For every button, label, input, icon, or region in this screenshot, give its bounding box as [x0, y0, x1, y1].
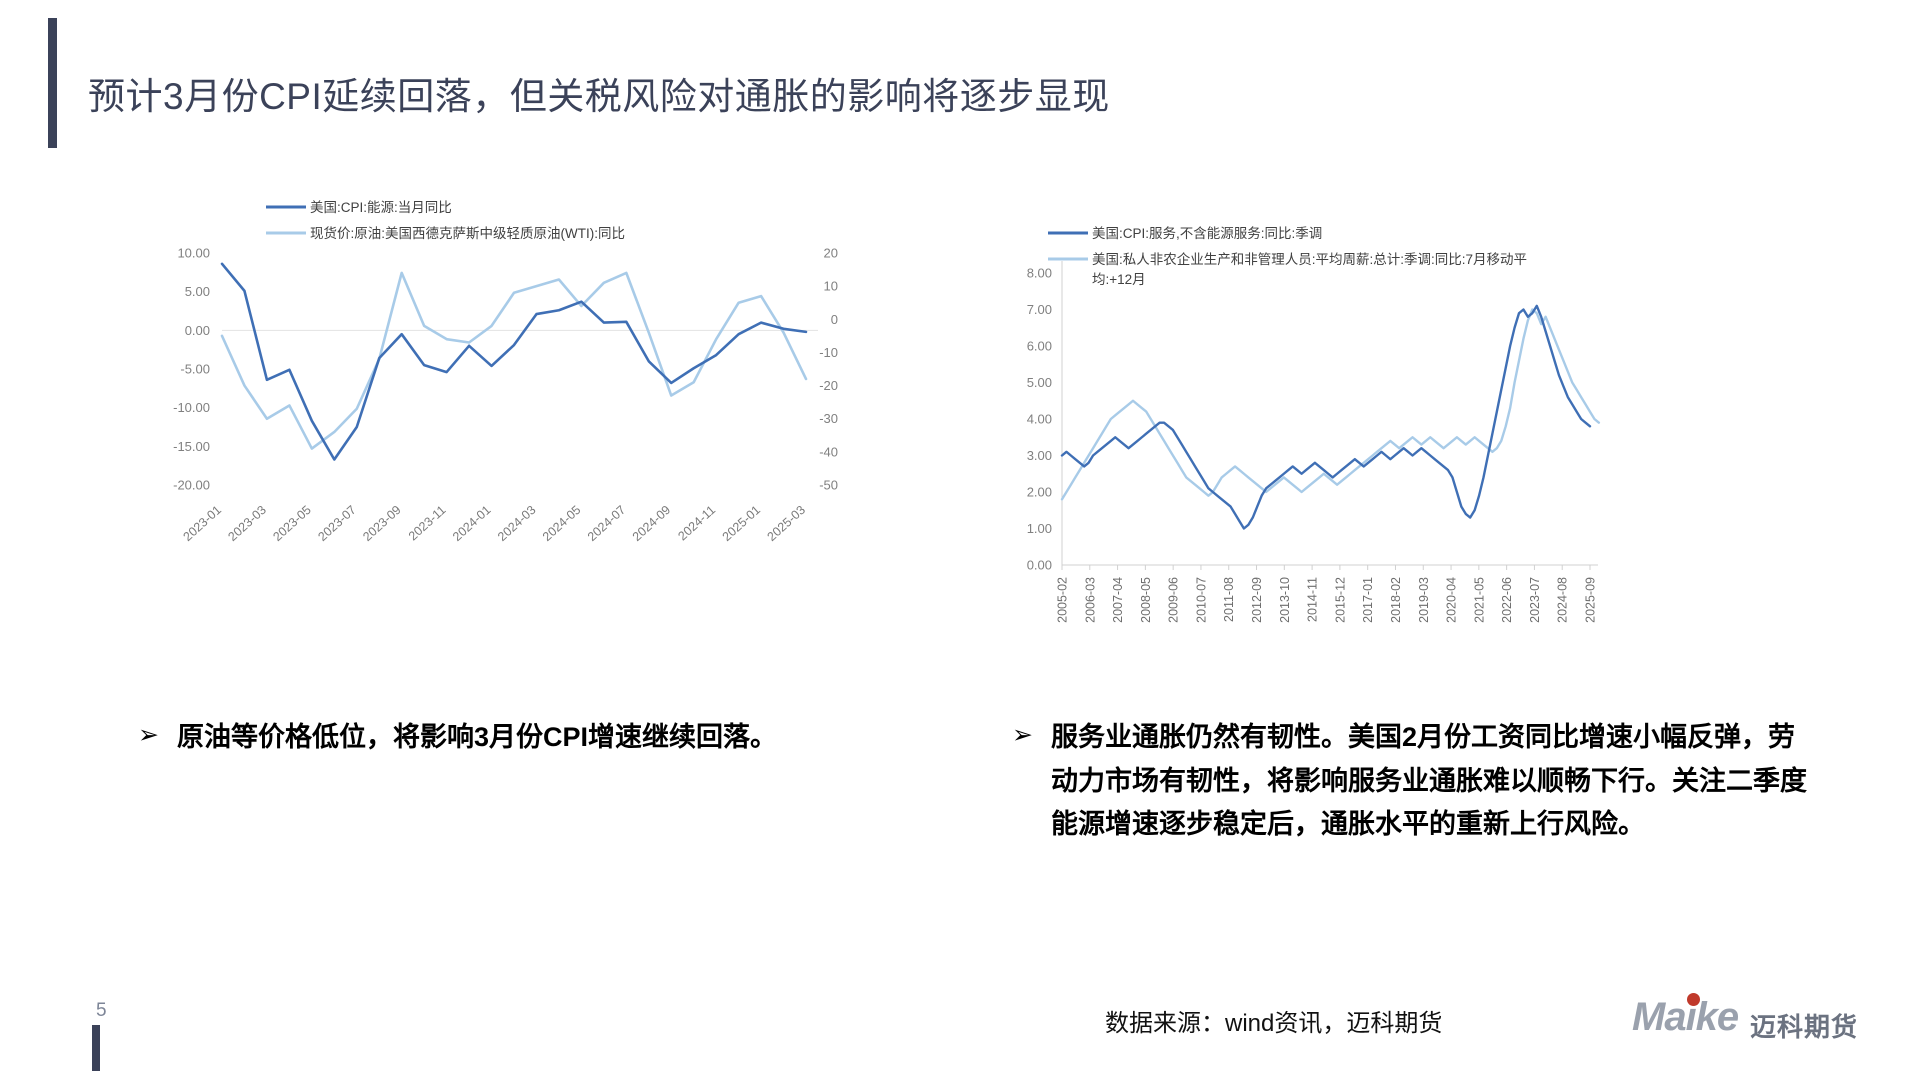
svg-text:20: 20: [824, 246, 838, 261]
svg-text:1.00: 1.00: [1027, 521, 1052, 536]
svg-text:2024-03: 2024-03: [495, 503, 538, 544]
chart-energy-cpi-vs-wti: 美国:CPI:能源:当月同比现货价:原油:美国西德克萨斯中级轻质原油(WTI):…: [130, 185, 890, 665]
bullet-right: ➢ 服务业通胀仍然有韧性。美国2月份工资同比增速小幅反弹，劳动力市场有韧性，将影…: [1012, 716, 1812, 847]
svg-text:7.00: 7.00: [1027, 302, 1052, 317]
svg-text:2014-11: 2014-11: [1306, 577, 1320, 622]
svg-text:8.00: 8.00: [1027, 266, 1052, 281]
svg-text:2017-01: 2017-01: [1361, 577, 1375, 623]
svg-text:2023-01: 2023-01: [181, 503, 224, 544]
svg-text:-5.00: -5.00: [180, 362, 210, 377]
svg-text:2020-04: 2020-04: [1445, 577, 1459, 623]
svg-text:2005-02: 2005-02: [1056, 577, 1070, 623]
page-title: 预计3月份CPI延续回落，但关税风险对通胀的影响将逐步显现: [88, 76, 1110, 117]
svg-text:2019-03: 2019-03: [1417, 577, 1431, 623]
svg-text:2021-05: 2021-05: [1472, 577, 1486, 623]
source-note: 数据来源：wind资讯，迈科期货: [1105, 1010, 1443, 1037]
svg-text:2024-01: 2024-01: [450, 503, 493, 544]
svg-text:-10.00: -10.00: [173, 400, 210, 415]
svg-text:均:+12月: 均:+12月: [1092, 272, 1146, 287]
logo-chinese-text: 迈科期货: [1750, 1012, 1859, 1042]
svg-text:2.00: 2.00: [1027, 485, 1052, 500]
svg-text:6.00: 6.00: [1027, 339, 1052, 354]
svg-text:2024-05: 2024-05: [540, 503, 583, 544]
svg-text:2024-09: 2024-09: [630, 503, 673, 544]
svg-text:2023-11: 2023-11: [406, 503, 449, 544]
title-accent-bar: [48, 18, 57, 148]
svg-text:美国:私人非农企业生产和非管理人员:平均周薪:总计:季调:同: 美国:私人非农企业生产和非管理人员:平均周薪:总计:季调:同比:7月移动平: [1092, 251, 1527, 267]
bullet-right-text: 服务业通胀仍然有韧性。美国2月份工资同比增速小幅反弹，劳动力市场有韧性，将影响服…: [1050, 722, 1807, 840]
svg-text:10.00: 10.00: [177, 246, 210, 261]
company-logo: Maike 迈科期货: [1632, 993, 1860, 1053]
svg-text:-40: -40: [819, 444, 838, 459]
svg-text:5.00: 5.00: [185, 284, 210, 299]
chart-services-cpi-vs-wages: 美国:CPI:服务,不含能源服务:同比:季调美国:私人非农企业生产和非管理人员:…: [1000, 215, 1800, 665]
bullet-marker-icon: ➢: [138, 720, 159, 749]
svg-text:2011-08: 2011-08: [1222, 577, 1236, 622]
svg-text:2025-01: 2025-01: [720, 503, 763, 544]
svg-text:2022-06: 2022-06: [1500, 577, 1514, 623]
svg-text:3.00: 3.00: [1027, 448, 1052, 463]
svg-text:美国:CPI:能源:当月同比: 美国:CPI:能源:当月同比: [310, 200, 452, 215]
svg-text:2025-03: 2025-03: [765, 503, 808, 544]
page-number: 5: [96, 1000, 107, 1021]
svg-text:2018-02: 2018-02: [1389, 577, 1403, 623]
svg-text:2013-10: 2013-10: [1278, 577, 1292, 623]
svg-text:现货价:原油:美国西德克萨斯中级轻质原油(WTI):同比: 现货价:原油:美国西德克萨斯中级轻质原油(WTI):同比: [310, 225, 625, 241]
svg-text:2008-05: 2008-05: [1139, 577, 1153, 623]
svg-text:2012-09: 2012-09: [1250, 577, 1264, 623]
svg-text:2023-03: 2023-03: [225, 503, 268, 544]
bullet-marker-icon: ➢: [1012, 720, 1033, 749]
svg-text:-50: -50: [819, 478, 838, 493]
svg-text:2024-08: 2024-08: [1556, 577, 1570, 623]
svg-text:2006-03: 2006-03: [1083, 577, 1097, 623]
svg-text:0: 0: [831, 312, 838, 327]
svg-text:2023-09: 2023-09: [360, 503, 403, 544]
svg-text:-20: -20: [819, 378, 838, 393]
svg-text:4.00: 4.00: [1027, 412, 1052, 427]
svg-text:5.00: 5.00: [1027, 375, 1052, 390]
svg-text:2010-07: 2010-07: [1194, 577, 1208, 623]
svg-text:-15.00: -15.00: [173, 439, 210, 454]
bullet-left: ➢ 原油等价格低位，将影响3月份CPI增速继续回落。: [138, 716, 898, 760]
svg-text:10: 10: [824, 279, 838, 294]
svg-text:2024-07: 2024-07: [585, 503, 628, 544]
svg-text:2023-05: 2023-05: [270, 503, 313, 544]
bullet-left-text: 原油等价格低位，将影响3月份CPI增速继续回落。: [176, 722, 777, 752]
svg-text:-20.00: -20.00: [173, 478, 210, 493]
svg-text:0.00: 0.00: [185, 323, 210, 338]
svg-text:-30: -30: [819, 411, 838, 426]
logo-latin-text: Maike: [1632, 995, 1739, 1039]
svg-text:2023-07: 2023-07: [315, 503, 358, 544]
svg-text:2009-06: 2009-06: [1167, 577, 1181, 623]
svg-text:-10: -10: [819, 345, 838, 360]
svg-text:2023-07: 2023-07: [1528, 577, 1542, 623]
page-accent-bar: [92, 1025, 100, 1071]
svg-text:2015-12: 2015-12: [1333, 577, 1347, 623]
logo-dot-icon: [1687, 993, 1700, 1006]
svg-text:2024-11: 2024-11: [675, 503, 718, 544]
svg-text:美国:CPI:服务,不含能源服务:同比:季调: 美国:CPI:服务,不含能源服务:同比:季调: [1092, 226, 1322, 241]
svg-text:0.00: 0.00: [1027, 558, 1052, 573]
svg-text:2025-09: 2025-09: [1584, 577, 1598, 623]
svg-text:2007-04: 2007-04: [1111, 577, 1125, 623]
